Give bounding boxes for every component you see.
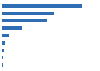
Bar	[2, 26, 22, 30]
Bar	[2, 41, 5, 45]
Bar	[2, 56, 3, 59]
Bar	[2, 63, 3, 67]
Bar	[2, 4, 82, 8]
Bar	[2, 49, 4, 52]
Bar	[2, 19, 47, 22]
Bar	[2, 12, 54, 15]
Bar	[2, 34, 9, 37]
